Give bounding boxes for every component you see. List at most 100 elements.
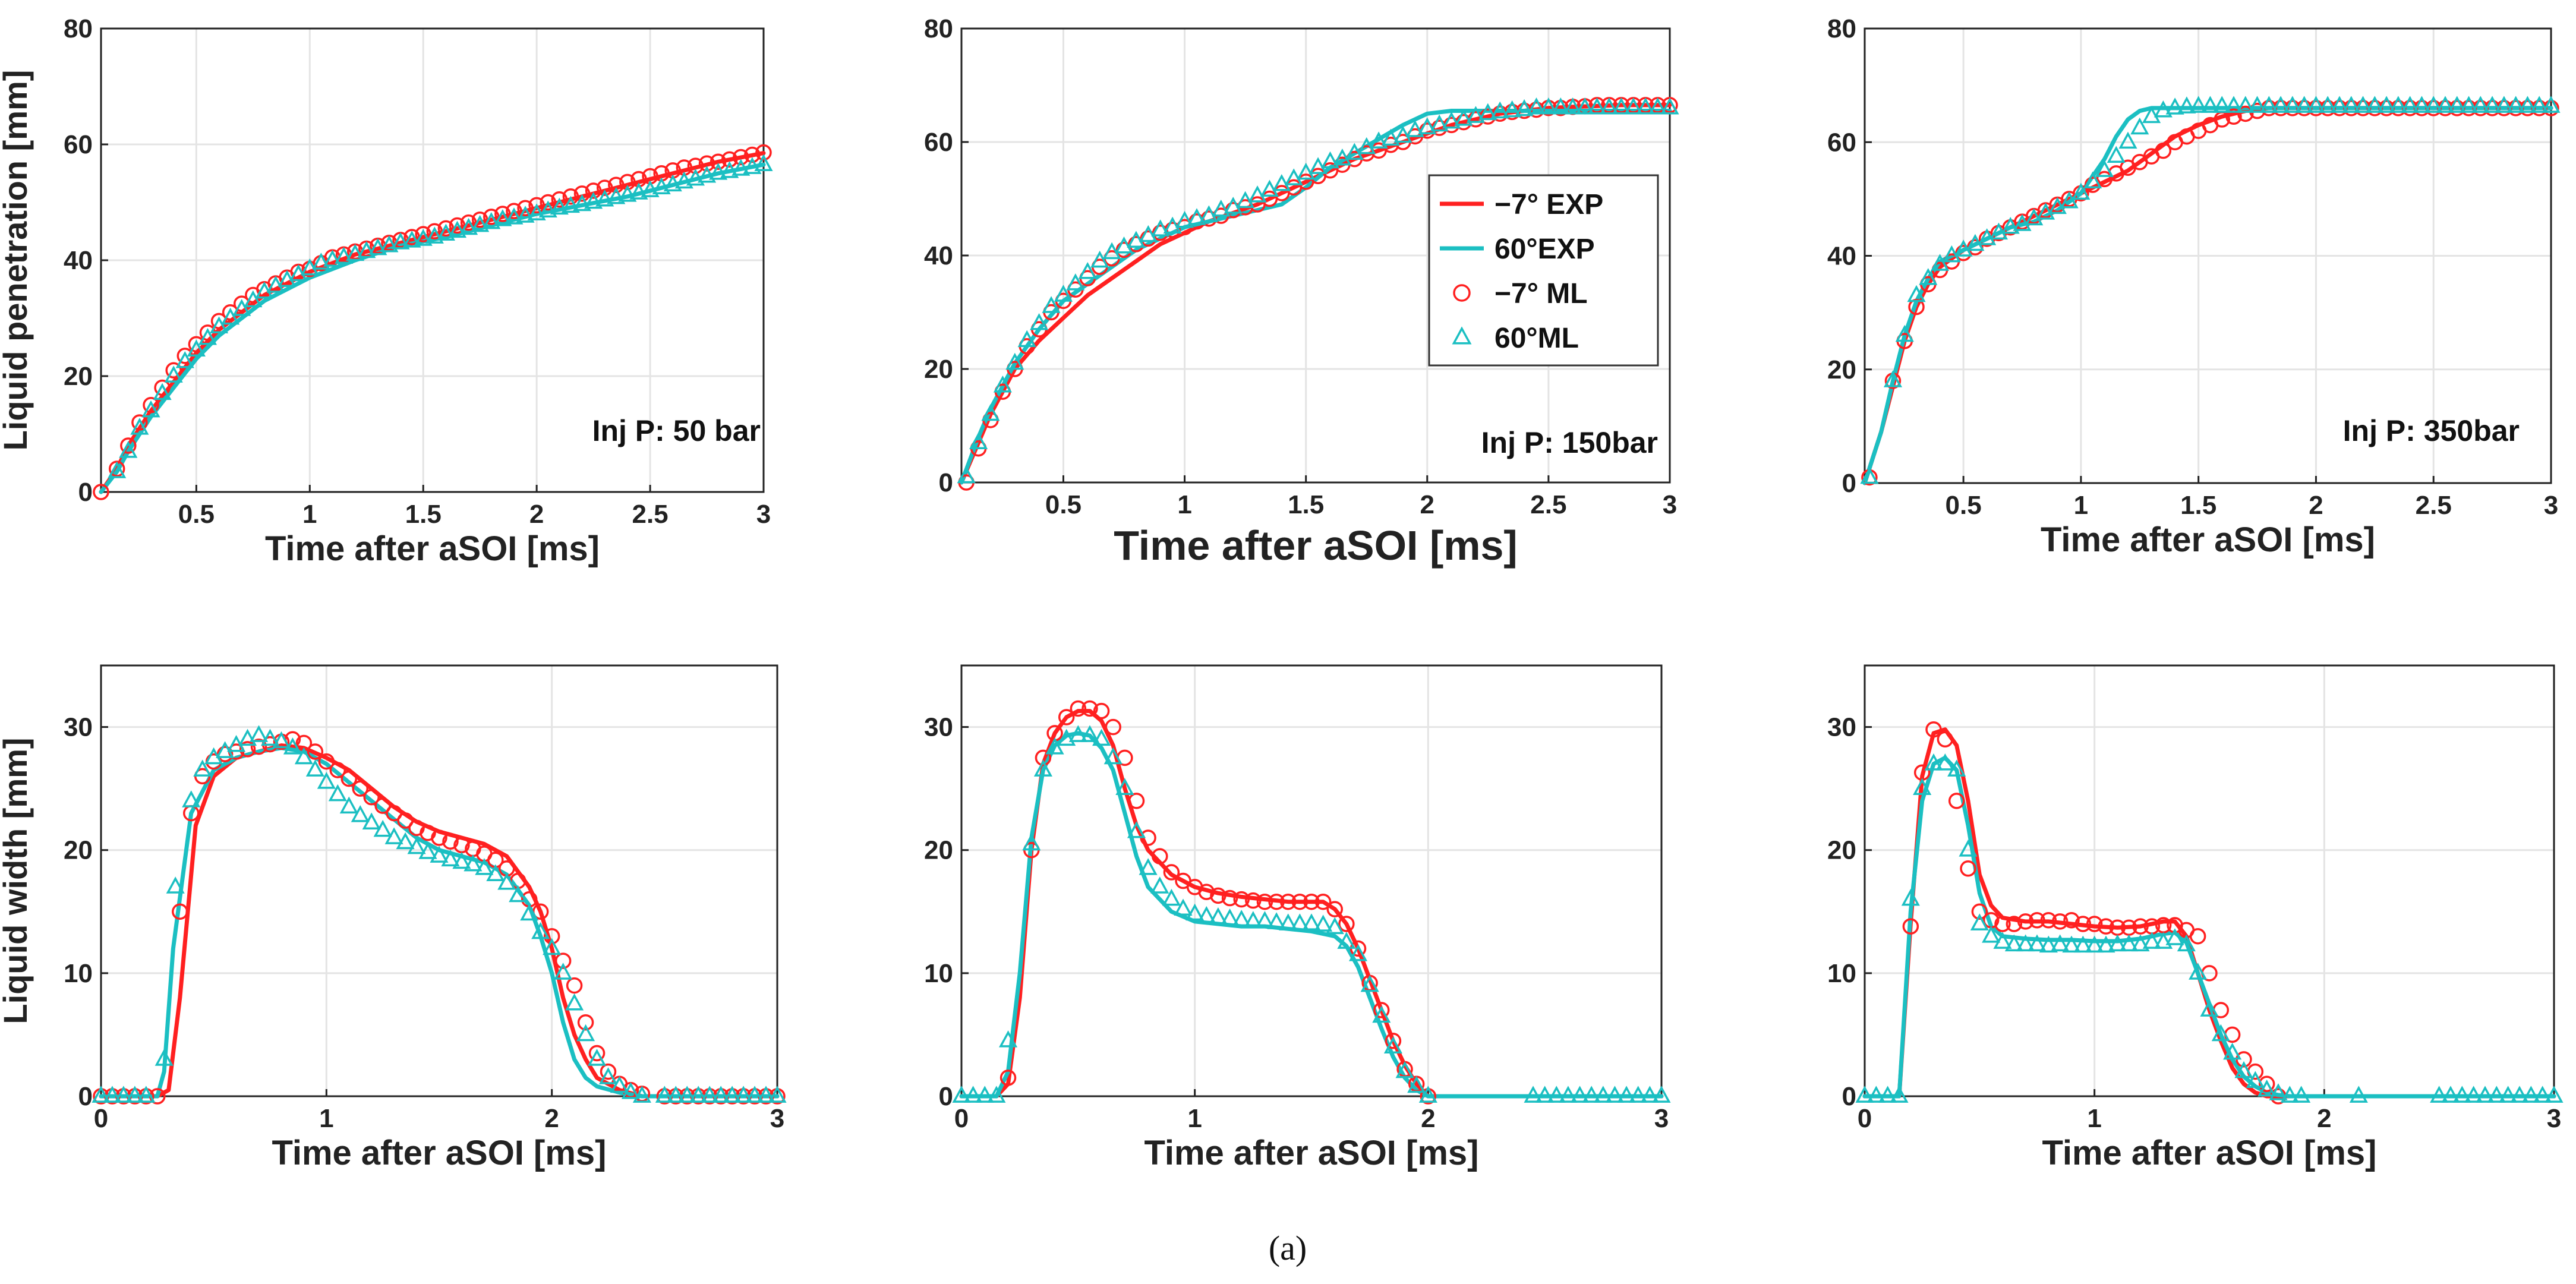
- data-point-triangle: [447, 220, 467, 238]
- data-point-triangle: [2246, 1071, 2265, 1088]
- data-point-triangle: [305, 759, 324, 777]
- data-point-triangle: [2096, 935, 2115, 953]
- data-point-triangle: [1090, 250, 1109, 268]
- data-point-triangle: [1232, 910, 1251, 927]
- data-point-triangle: [1919, 268, 1938, 285]
- data-point-triangle: [663, 174, 682, 192]
- data-point-circle: [131, 414, 148, 431]
- data-point-triangle: [527, 203, 546, 220]
- data-point-triangle: [119, 441, 138, 458]
- data-point-circle: [329, 762, 346, 778]
- data-point-triangle: [1883, 370, 1903, 387]
- data-point-circle: [307, 743, 324, 760]
- data-point-triangle: [595, 189, 614, 207]
- data-point-triangle: [2518, 96, 2537, 113]
- data-point-triangle: [957, 466, 976, 484]
- data-point-circle: [600, 1063, 617, 1080]
- data-point-triangle: [621, 1082, 640, 1099]
- data-point-triangle: [1524, 1086, 1543, 1103]
- x-tick-label: 2: [1420, 490, 1434, 519]
- data-point-triangle: [1005, 352, 1024, 370]
- data-point-triangle: [1127, 231, 1146, 248]
- data-point-triangle: [2533, 1086, 2552, 1103]
- data-point-triangle: [1045, 737, 1064, 755]
- data-point-triangle: [674, 171, 693, 189]
- data-point-triangle: [655, 1086, 674, 1103]
- x-tick-label: 1: [2087, 1104, 2101, 1133]
- data-point-circle: [721, 151, 738, 168]
- data-point-triangle: [2224, 96, 2243, 113]
- data-point-triangle: [1114, 236, 1134, 254]
- data-point-triangle: [1503, 100, 1522, 118]
- data-point-circle: [1385, 1033, 1402, 1049]
- data-point-triangle: [2165, 97, 2184, 115]
- data-point-circle: [2098, 918, 2114, 935]
- y-axis-label: Liquid penetration [mm]: [0, 70, 34, 451]
- data-point-triangle: [1547, 1086, 1566, 1103]
- data-point-circle: [710, 153, 727, 170]
- data-point-triangle: [1309, 157, 1328, 174]
- data-point-triangle: [357, 241, 376, 258]
- data-point-circle: [318, 753, 335, 770]
- data-point-triangle: [2460, 96, 2479, 113]
- data-point-circle: [93, 484, 109, 500]
- data-point-triangle: [1600, 97, 1619, 115]
- data-point-triangle: [1284, 168, 1303, 185]
- data-point-triangle: [1345, 143, 1364, 160]
- pressure-annotation: Inj P: 150bar: [1481, 426, 1658, 459]
- data-point-triangle: [2165, 928, 2184, 945]
- data-point-triangle: [2060, 191, 2079, 209]
- data-point-circle: [1925, 721, 1942, 738]
- x-tick-label: 1: [302, 500, 317, 529]
- data-point-triangle: [380, 235, 399, 253]
- data-point-triangle: [1559, 1086, 1578, 1103]
- data-point-circle: [210, 313, 228, 330]
- data-point-circle: [363, 788, 380, 806]
- data-point-triangle: [1587, 97, 1607, 115]
- y-tick-label: 10: [1827, 959, 1856, 988]
- x-tick-label: 3: [770, 1104, 784, 1133]
- x-axis-label: Time after aSOI [ms]: [272, 1134, 606, 1172]
- data-point-triangle: [1866, 1086, 1886, 1103]
- y-tick-label: 20: [1827, 836, 1856, 865]
- data-point-triangle: [373, 819, 392, 837]
- data-point-triangle: [554, 963, 573, 980]
- data-point-triangle: [1478, 103, 1497, 121]
- y-tick-label: 10: [64, 959, 93, 988]
- data-point-circle: [386, 805, 402, 822]
- data-point-triangle: [493, 209, 512, 226]
- data-point-triangle: [1993, 932, 2012, 949]
- data-point-circle: [2155, 142, 2172, 159]
- data-point-triangle: [1393, 125, 1412, 143]
- data-point-triangle: [210, 316, 229, 333]
- pressure-annotation: Inj P: 350bar: [2343, 414, 2520, 447]
- data-point-triangle: [1515, 99, 1534, 116]
- y-tick-label: 20: [1827, 355, 1856, 384]
- data-point-circle: [216, 746, 234, 762]
- data-point-triangle: [2476, 1086, 2495, 1103]
- data-point-triangle: [125, 1086, 144, 1103]
- y-tick-label: 0: [939, 468, 953, 497]
- data-point-triangle: [745, 1086, 764, 1103]
- data-point-triangle: [1640, 1086, 1659, 1103]
- data-point-triangle: [283, 737, 302, 755]
- data-point-circle: [2237, 105, 2254, 122]
- data-point-triangle: [103, 1086, 122, 1103]
- data-point-triangle: [1236, 191, 1255, 209]
- data-point-triangle: [137, 1086, 156, 1103]
- data-point-triangle: [1244, 911, 1263, 928]
- data-point-triangle: [1594, 1086, 1613, 1103]
- data-point-circle: [1093, 702, 1110, 720]
- data-point-triangle: [1454, 109, 1473, 126]
- data-point-triangle: [641, 180, 660, 197]
- data-point-triangle: [565, 993, 584, 1011]
- data-point-triangle: [1127, 821, 1146, 838]
- data-point-triangle: [2452, 1086, 2471, 1103]
- x-axis-label: Time after aSOI [ms]: [265, 529, 600, 568]
- x-tick-label: 1: [1177, 490, 1191, 519]
- data-point-triangle: [520, 903, 539, 921]
- data-point-circle: [2063, 912, 2080, 929]
- data-point-circle: [566, 977, 583, 994]
- data-point-circle: [471, 212, 488, 228]
- data-point-triangle: [2189, 96, 2208, 113]
